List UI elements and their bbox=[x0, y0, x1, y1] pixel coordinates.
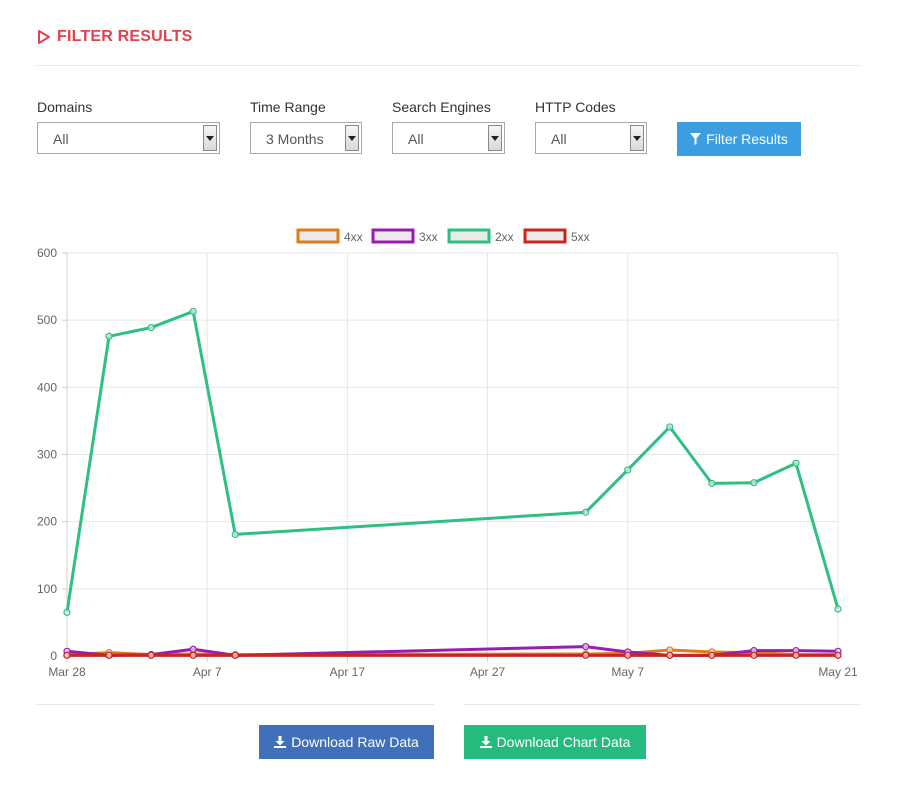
header-divider bbox=[37, 65, 861, 66]
x-tick-label: Apr 27 bbox=[470, 665, 506, 679]
y-tick-label: 0 bbox=[50, 649, 57, 663]
data-point-5xx bbox=[792, 651, 800, 659]
http-codes-select-value: All bbox=[551, 131, 567, 147]
data-point-5xx bbox=[624, 651, 632, 659]
footer-divider-left bbox=[37, 704, 434, 705]
data-point-3xx bbox=[582, 642, 590, 651]
legend-swatch-3xx bbox=[371, 228, 415, 244]
data-point-2xx bbox=[792, 459, 800, 467]
data-point-3xx bbox=[189, 645, 197, 653]
download-icon bbox=[274, 736, 287, 748]
filter-results-button[interactable]: Filter Results bbox=[677, 122, 801, 156]
domains-label: Domains bbox=[37, 99, 93, 115]
data-point-2xx bbox=[708, 479, 716, 487]
y-tick-label: 500 bbox=[37, 313, 57, 327]
section-title: FILTER RESULTS bbox=[57, 28, 193, 45]
dropdown-arrow-icon[interactable] bbox=[345, 125, 359, 151]
legend-swatch-2xx bbox=[447, 228, 491, 244]
domains-select[interactable]: All bbox=[37, 122, 220, 154]
y-tick-label: 600 bbox=[37, 246, 57, 260]
download-raw-data-button[interactable]: Download Raw Data bbox=[259, 725, 434, 759]
section-header: FILTER RESULTS bbox=[37, 28, 193, 46]
data-point-2xx bbox=[582, 508, 590, 516]
data-point-5xx bbox=[834, 651, 842, 659]
data-point-5xx bbox=[582, 651, 590, 659]
download-chart-data-button[interactable]: Download Chart Data bbox=[464, 725, 646, 759]
dropdown-arrow-icon[interactable] bbox=[630, 125, 644, 151]
time-range-select[interactable]: 3 Months bbox=[250, 122, 362, 154]
legend-label-4xx: 4xx bbox=[344, 230, 363, 244]
data-point-2xx bbox=[105, 332, 113, 340]
data-point-5xx bbox=[750, 651, 758, 659]
data-point-2xx bbox=[750, 479, 758, 487]
y-tick-label: 100 bbox=[37, 582, 57, 596]
data-point-5xx bbox=[147, 651, 155, 659]
data-point-5xx bbox=[105, 651, 113, 659]
download-raw-data-label: Download Raw Data bbox=[291, 734, 419, 750]
download-icon bbox=[479, 736, 492, 748]
data-point-2xx bbox=[834, 605, 842, 613]
data-point-5xx bbox=[708, 651, 716, 659]
x-tick-label: May 21 bbox=[818, 665, 858, 679]
data-point-2xx bbox=[189, 307, 197, 316]
x-tick-label: Apr 17 bbox=[330, 665, 366, 679]
time-range-select-value: 3 Months bbox=[266, 131, 324, 147]
http-codes-select[interactable]: All bbox=[535, 122, 647, 154]
x-tick-label: Mar 28 bbox=[48, 665, 86, 679]
legend-swatch-5xx bbox=[523, 228, 567, 244]
x-tick-label: Apr 7 bbox=[193, 665, 222, 679]
data-point-5xx bbox=[666, 651, 674, 659]
search-engines-select[interactable]: All bbox=[392, 122, 505, 154]
data-point-2xx bbox=[624, 466, 632, 474]
legend-label-3xx: 3xx bbox=[419, 230, 438, 244]
series-line-2xx bbox=[65, 309, 840, 613]
y-tick-label: 200 bbox=[37, 515, 57, 529]
domains-select-value: All bbox=[53, 131, 69, 147]
time-range-label: Time Range bbox=[250, 99, 326, 115]
filter-results-label: Filter Results bbox=[706, 131, 788, 147]
data-point-2xx bbox=[63, 608, 71, 616]
download-chart-data-label: Download Chart Data bbox=[496, 734, 631, 750]
y-tick-label: 400 bbox=[37, 380, 57, 394]
data-point-2xx bbox=[231, 530, 239, 539]
search-engines-select-value: All bbox=[408, 131, 424, 147]
legend-label-2xx: 2xx bbox=[495, 230, 514, 244]
dropdown-arrow-icon[interactable] bbox=[203, 125, 217, 151]
data-point-5xx bbox=[189, 651, 197, 659]
search-engines-label: Search Engines bbox=[392, 99, 491, 115]
footer-divider-right bbox=[464, 704, 861, 705]
data-point-2xx bbox=[147, 323, 155, 332]
line-chart: 0 100 200 300 400 500 600 Mar 28 Apr 7 Apr 17 Apr … bbox=[37, 228, 858, 679]
http-codes-label: HTTP Codes bbox=[535, 99, 616, 115]
data-point-5xx bbox=[231, 651, 239, 659]
play-outline-icon bbox=[38, 30, 50, 44]
data-point-5xx bbox=[63, 651, 71, 659]
funnel-icon bbox=[690, 133, 702, 145]
dropdown-arrow-icon[interactable] bbox=[488, 125, 502, 151]
legend-swatch-4xx bbox=[296, 228, 340, 244]
x-tick-label: May 7 bbox=[611, 665, 644, 679]
data-point-2xx bbox=[666, 423, 674, 431]
legend-label-5xx: 5xx bbox=[571, 230, 590, 244]
y-tick-label: 300 bbox=[37, 448, 57, 462]
